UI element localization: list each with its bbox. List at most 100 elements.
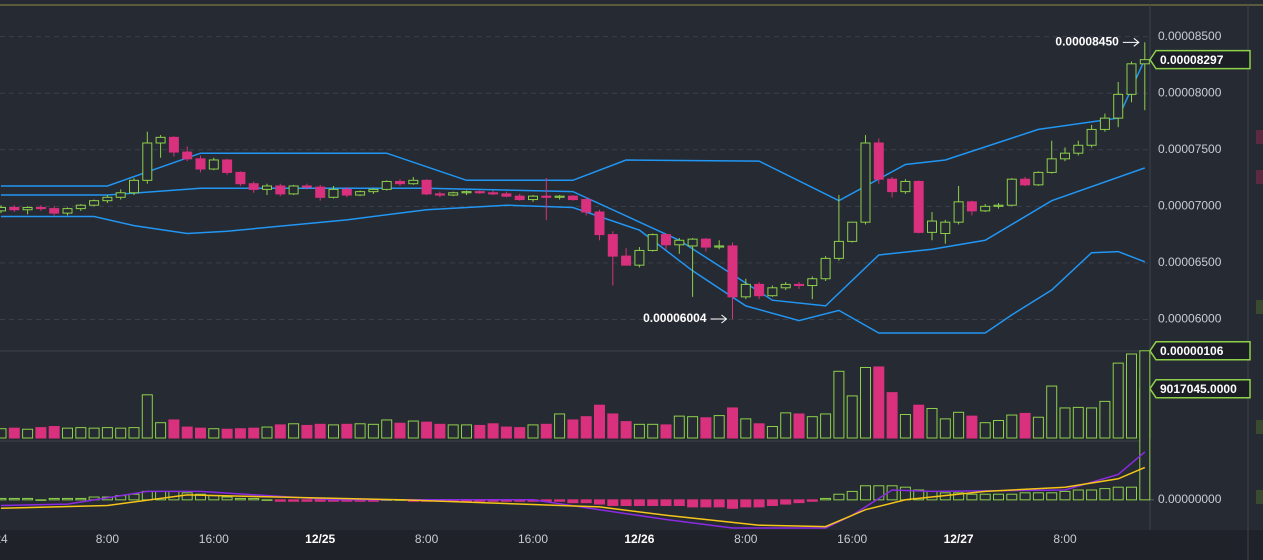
- candle-body: [182, 151, 193, 160]
- candle-body: [913, 180, 924, 233]
- volume-bar: [208, 428, 220, 439]
- side-strip-mark: [1256, 490, 1263, 504]
- annotation-label: 0.00006004: [643, 311, 707, 325]
- histogram-bar: [753, 499, 765, 508]
- histogram-bar: [926, 490, 938, 501]
- candle-body: [288, 185, 299, 195]
- volume-bar: [22, 428, 34, 439]
- candle-body: [1073, 144, 1084, 154]
- histogram-bar: [673, 499, 685, 506]
- volume-bar: [35, 427, 47, 439]
- histogram-bar: [647, 499, 659, 506]
- histogram-bar: [48, 497, 60, 501]
- volume-bar: [181, 426, 193, 439]
- volume-bar: [115, 427, 127, 439]
- x-tick-label: 8:00: [415, 532, 439, 546]
- volume-bar: [780, 412, 792, 439]
- volume-bar: [1086, 407, 1098, 439]
- candle-body: [514, 195, 525, 201]
- candle-body: [9, 206, 20, 211]
- x-tick-label: 8:00: [1053, 532, 1077, 546]
- histogram-bar: [727, 499, 738, 509]
- side-strip-mark: [1256, 130, 1263, 144]
- histogram-bar: [966, 493, 978, 501]
- volume-bar: [527, 424, 539, 439]
- volume-bar: [447, 424, 459, 439]
- histogram-bar: [181, 492, 193, 501]
- volume-bar: [274, 424, 286, 439]
- volume-bar: [328, 424, 339, 439]
- value-tag: [1149, 341, 1251, 361]
- candle-body: [461, 191, 472, 194]
- volume-bar: [1059, 407, 1071, 439]
- volume-bar: [261, 426, 273, 439]
- volume-bar: [421, 421, 433, 439]
- value-tag: [1149, 378, 1251, 399]
- candle-body: [833, 240, 844, 259]
- volume-bar: [407, 420, 419, 439]
- volume-bar: [1099, 400, 1111, 439]
- candle-body: [355, 191, 366, 196]
- candle-body: [541, 195, 552, 198]
- histogram-bar: [660, 499, 672, 506]
- volume-bar: [367, 423, 379, 439]
- candle-body: [115, 192, 126, 198]
- histogram-bar: [1139, 350, 1151, 501]
- volume-bar: [926, 407, 938, 439]
- volume-bar: [381, 419, 393, 439]
- side-strip-mark: [1256, 420, 1263, 434]
- histogram-bar: [221, 496, 233, 501]
- candle-body: [847, 221, 858, 242]
- candle-body: [1113, 93, 1124, 119]
- time-axis-band: [0, 530, 1263, 560]
- volume-bar: [567, 419, 579, 439]
- volume-bar: [886, 392, 898, 439]
- histogram-bar: [899, 486, 911, 501]
- candle-body: [621, 255, 632, 266]
- volume-bar: [248, 427, 260, 439]
- volume-bar: [793, 413, 805, 439]
- volume-bar: [75, 427, 87, 439]
- series-line: [1, 167, 1146, 307]
- volume-bar: [846, 395, 858, 439]
- candle-body: [22, 206, 33, 211]
- candle-body: [102, 196, 113, 202]
- candle-body: [488, 192, 499, 195]
- candle-body: [1126, 63, 1137, 95]
- candle-body: [794, 283, 804, 287]
- histogram-bar: [248, 497, 260, 501]
- candle-body: [780, 283, 791, 289]
- value-tag-label: 0.00008297: [1160, 53, 1224, 67]
- volume-bar: [806, 416, 818, 439]
- histogram-bar: [780, 499, 792, 505]
- candle-body: [940, 221, 951, 234]
- volume-bar: [554, 413, 566, 439]
- volume-bar: [314, 423, 326, 439]
- volume-bar: [341, 423, 353, 439]
- candle-body: [966, 201, 977, 212]
- candle-body: [860, 142, 871, 223]
- candle-body: [687, 238, 698, 247]
- annotation-arrowhead: [1133, 37, 1140, 47]
- candle-body: [129, 179, 139, 194]
- histogram-bar: [234, 497, 246, 501]
- candle-body: [1139, 59, 1150, 65]
- candle-body: [222, 159, 233, 173]
- candle-body: [953, 201, 964, 223]
- candle-body: [395, 180, 405, 185]
- candle-body: [700, 238, 711, 248]
- candle-body: [1086, 128, 1097, 146]
- volume-bar: [766, 426, 778, 439]
- x-tick-label: 24: [0, 532, 8, 546]
- candle-body: [262, 185, 272, 190]
- candle-body: [195, 158, 206, 170]
- volume-bar: [155, 422, 167, 439]
- candle-body: [661, 234, 671, 246]
- value-tag: [1149, 49, 1251, 70]
- volume-bar: [141, 394, 153, 439]
- volume-bar: [713, 415, 725, 439]
- volume-bar: [434, 423, 446, 439]
- volume-bar: [101, 427, 113, 439]
